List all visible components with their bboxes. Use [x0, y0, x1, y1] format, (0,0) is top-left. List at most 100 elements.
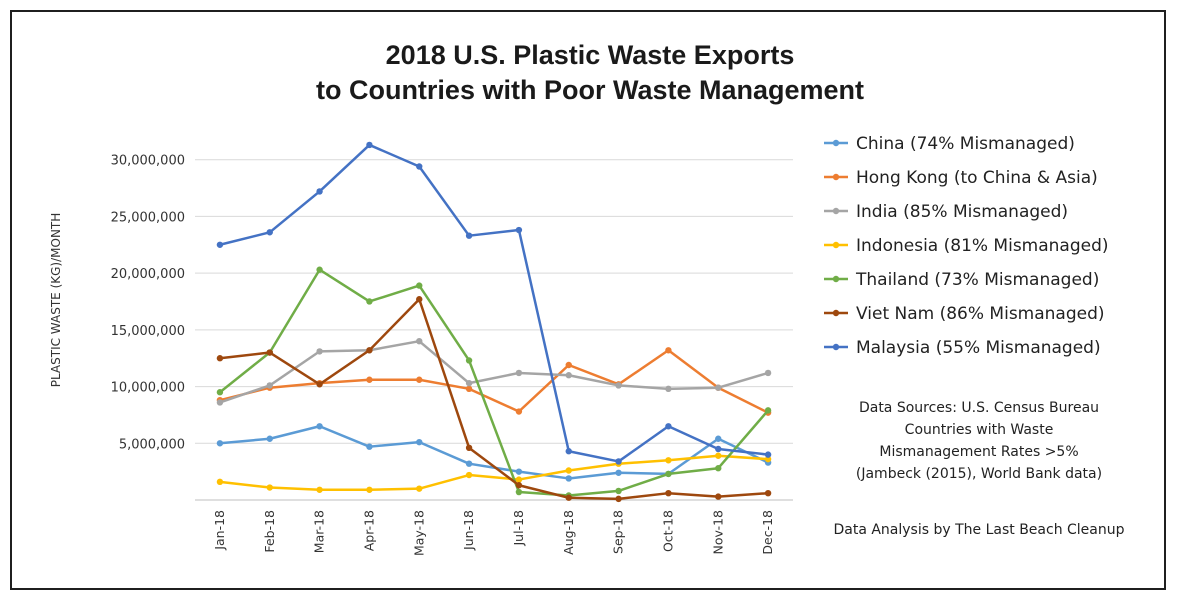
data-sources-note: Data Sources: U.S. Census Bureau Countrie…: [856, 400, 1102, 482]
y-tick-label: 10,000,000: [111, 381, 185, 396]
y-axis-label: PLASTIC WASTE (KG)/MONTH: [49, 213, 63, 388]
data-source-line: Mismanagement Rates >5%: [879, 444, 1078, 460]
data-source-line: (Jambeck (2015), World Bank data): [856, 466, 1102, 482]
series-line-3: [219, 454, 769, 492]
data-point: [665, 457, 672, 464]
data-point: [465, 471, 473, 479]
data-point: [465, 385, 473, 393]
data-point: [615, 382, 622, 389]
data-point: [764, 407, 772, 414]
x-tick-label: Dec-18: [760, 510, 775, 555]
data-point: [216, 389, 224, 396]
series-line-2: [219, 339, 769, 404]
x-tick-label: Jan-18: [212, 510, 227, 551]
x-tick-label: Mar-18: [312, 510, 327, 553]
data-point: [715, 493, 722, 500]
data-point: [515, 468, 523, 475]
y-tick-label: 25,000,000: [111, 210, 185, 225]
data-point: [715, 384, 722, 391]
x-tick-label: Sep-18: [611, 510, 626, 554]
data-source-line: Data Sources: U.S. Census Bureau: [859, 400, 1099, 416]
chart-title: 2018 U.S. Plastic Waste Exports to Count…: [316, 40, 864, 105]
data-point: [515, 488, 523, 496]
data-point: [266, 484, 273, 491]
chart-title-line-1: 2018 U.S. Plastic Waste Exports: [386, 40, 795, 70]
data-point: [465, 444, 473, 452]
line-chart: 2018 U.S. Plastic Waste Exports to Count…: [49, 40, 1125, 556]
data-point: [565, 467, 572, 474]
data-point: [615, 469, 622, 476]
data-point: [465, 357, 473, 364]
legend-label: India (85% Mismanaged): [856, 202, 1068, 222]
legend-label: Viet Nam (86% Mismanaged): [856, 304, 1105, 324]
y-tick-label: 30,000,000: [111, 154, 185, 169]
data-point: [316, 423, 323, 430]
legend-marker: [832, 275, 840, 283]
data-point: [465, 379, 473, 387]
data-point: [465, 232, 473, 239]
data-point: [565, 494, 572, 501]
data-point: [715, 465, 722, 472]
data-point: [366, 347, 373, 354]
data-point: [665, 347, 672, 354]
data-point: [764, 369, 772, 377]
legend-marker: [832, 207, 840, 215]
data-point: [515, 408, 523, 415]
data-point: [515, 476, 523, 483]
data-point: [715, 435, 722, 442]
data-point: [515, 482, 523, 489]
legend-marker: [832, 241, 840, 249]
chart-title-line-2: to Countries with Poor Waste Management: [316, 75, 864, 105]
y-tick-label: 20,000,000: [111, 267, 185, 282]
data-point: [715, 445, 722, 453]
data-point: [266, 435, 273, 442]
data-point: [316, 348, 323, 355]
legend-label: Malaysia (55% Mismanaged): [856, 338, 1101, 358]
data-point: [515, 369, 523, 377]
data-point: [266, 382, 273, 389]
x-tick-label: Jun-18: [461, 510, 476, 551]
series-line-4: [219, 268, 770, 497]
data-point: [565, 372, 572, 379]
series-line-6: [219, 143, 769, 463]
x-tick-label: Nov-18: [710, 510, 725, 555]
data-source-line: Countries with Waste: [905, 422, 1054, 438]
data-point: [416, 376, 423, 383]
data-point: [366, 486, 373, 493]
chart-frame: 2018 U.S. Plastic Waste Exports to Count…: [10, 10, 1166, 590]
data-point: [366, 298, 373, 305]
data-point: [665, 489, 672, 497]
data-point: [416, 438, 423, 446]
data-point: [316, 381, 323, 388]
data-point: [216, 399, 224, 406]
legend-label: Indonesia (81% Mismanaged): [856, 236, 1109, 256]
data-point: [615, 458, 622, 465]
data-point: [416, 485, 423, 492]
data-point: [515, 226, 523, 234]
legend-marker: [832, 309, 840, 317]
legend-marker: [832, 173, 840, 181]
data-point: [366, 376, 373, 383]
legend-label: Thailand (73% Mismanaged): [855, 270, 1099, 290]
data-point: [366, 443, 373, 450]
data-point: [216, 478, 224, 486]
y-tick-label: 15,000,000: [111, 324, 185, 339]
data-point: [665, 385, 672, 393]
credit-text: Data Analysis by The Last Beach Cleanup: [833, 522, 1124, 538]
legend: China (74% Mismanaged) Hong Kong (to Chin…: [824, 134, 1109, 358]
data-point: [266, 229, 273, 236]
legend-marker: [832, 343, 840, 351]
x-tick-label: Feb-18: [262, 510, 277, 553]
data-point: [216, 355, 224, 362]
x-axis: Jan-18 Feb-18 Mar-18 Apr-18 May-18 Jun-18 Jul-…: [195, 499, 793, 556]
data-point: [465, 460, 473, 467]
y-axis-ticks: 5,000,000 10,000,000 15,000,000 20,000,000 2…: [111, 154, 185, 453]
data-point: [715, 452, 722, 459]
data-point: [615, 495, 622, 503]
x-tick-label: Apr-18: [361, 510, 376, 551]
data-point: [316, 188, 323, 195]
legend-label: China (74% Mismanaged): [856, 134, 1075, 154]
y-tick-label: 5,000,000: [119, 437, 185, 452]
data-point: [316, 266, 323, 273]
data-point: [764, 489, 772, 497]
